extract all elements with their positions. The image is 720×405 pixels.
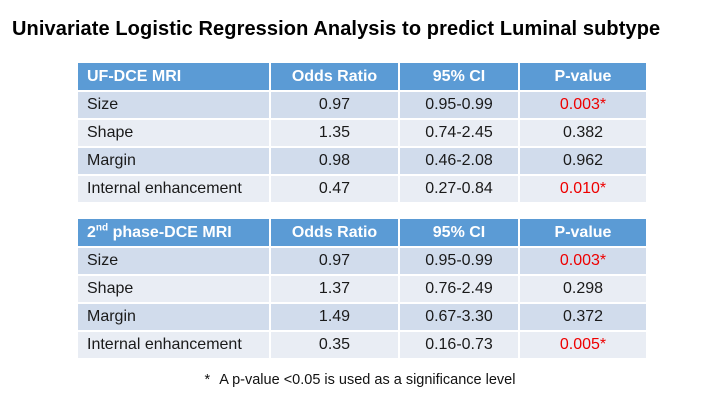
row-label-cell: Size [76,246,271,276]
p-value-cell: 0.382 [518,118,648,148]
odds-ratio-cell: 0.35 [269,330,400,360]
row-label-cell: Shape [76,274,271,304]
row-label-cell: Margin [76,302,271,332]
odds-ratio-cell: 1.49 [269,302,400,332]
table-header-row: UF-DCE MRI Odds Ratio 95% CI P-value [76,61,648,92]
ci-cell: 0.27-0.84 [398,174,520,204]
row-label-cell: Internal enhancement [76,174,271,204]
table-row: Internal enhancement 0.47 0.27-0.84 0.01… [76,174,648,204]
table-row: Shape 1.35 0.74-2.45 0.382 [76,118,648,148]
ci-cell: 0.95-0.99 [398,246,520,276]
column-header-odds-ratio: Odds Ratio [269,61,400,92]
odds-ratio-cell: 0.98 [269,146,400,176]
row-label-cell: Size [76,90,271,120]
table-row: Size 0.97 0.95-0.99 0.003* [76,90,648,120]
significance-footnote: * A p-value <0.05 is used as a significan… [0,372,720,388]
p-value-cell: 0.372 [518,302,648,332]
odds-ratio-cell: 0.97 [269,90,400,120]
ci-cell: 0.76-2.49 [398,274,520,304]
table-row: Margin 0.98 0.46-2.08 0.962 [76,146,648,176]
footnote-text: A p-value <0.05 is used as a significanc… [219,372,516,388]
modality-label-superscript: nd [95,222,109,234]
column-header-ci: 95% CI [398,217,520,248]
row-label-cell: Margin [76,146,271,176]
ci-cell: 0.67-3.30 [398,302,520,332]
column-header-p-value: P-value [518,217,648,248]
column-header-ci: 95% CI [398,61,520,92]
column-header-modality: UF-DCE MRI [76,61,271,92]
ci-cell: 0.74-2.45 [398,118,520,148]
odds-ratio-cell: 0.47 [269,174,400,204]
asterisk-marker: * [204,372,211,388]
odds-ratio-cell: 1.35 [269,118,400,148]
p-value-cell: 0.962 [518,146,648,176]
odds-ratio-cell: 0.97 [269,246,400,276]
table-row: Size 0.97 0.95-0.99 0.003* [76,246,648,276]
odds-ratio-cell: 1.37 [269,274,400,304]
table-row: Margin 1.49 0.67-3.30 0.372 [76,302,648,332]
p-value-cell: 0.298 [518,274,648,304]
column-header-modality: 2nd phase-DCE MRI [76,217,271,248]
modality-label-rest: phase-DCE MRI [108,223,232,241]
ci-cell: 0.46-2.08 [398,146,520,176]
p-value-cell: 0.005* [518,330,648,360]
modality-label: UF-DCE MRI [87,67,182,85]
ci-cell: 0.95-0.99 [398,90,520,120]
row-label-cell: Internal enhancement [76,330,271,360]
uf-dce-mri-table: UF-DCE MRI Odds Ratio 95% CI P-value Siz… [76,61,648,204]
ci-cell: 0.16-0.73 [398,330,520,360]
page-title: Univariate Logistic Regression Analysis … [12,18,661,40]
column-header-p-value: P-value [518,61,648,92]
row-label-cell: Shape [76,118,271,148]
p-value-cell: 0.010* [518,174,648,204]
p-value-cell: 0.003* [518,246,648,276]
p-value-cell: 0.003* [518,90,648,120]
table-row: Shape 1.37 0.76-2.49 0.298 [76,274,648,304]
table-row: Internal enhancement 0.35 0.16-0.73 0.00… [76,330,648,360]
second-phase-dce-mri-table: 2nd phase-DCE MRI Odds Ratio 95% CI P-va… [76,217,648,360]
modality-label: 2 [87,223,96,241]
column-header-odds-ratio: Odds Ratio [269,217,400,248]
table-header-row: 2nd phase-DCE MRI Odds Ratio 95% CI P-va… [76,217,648,248]
